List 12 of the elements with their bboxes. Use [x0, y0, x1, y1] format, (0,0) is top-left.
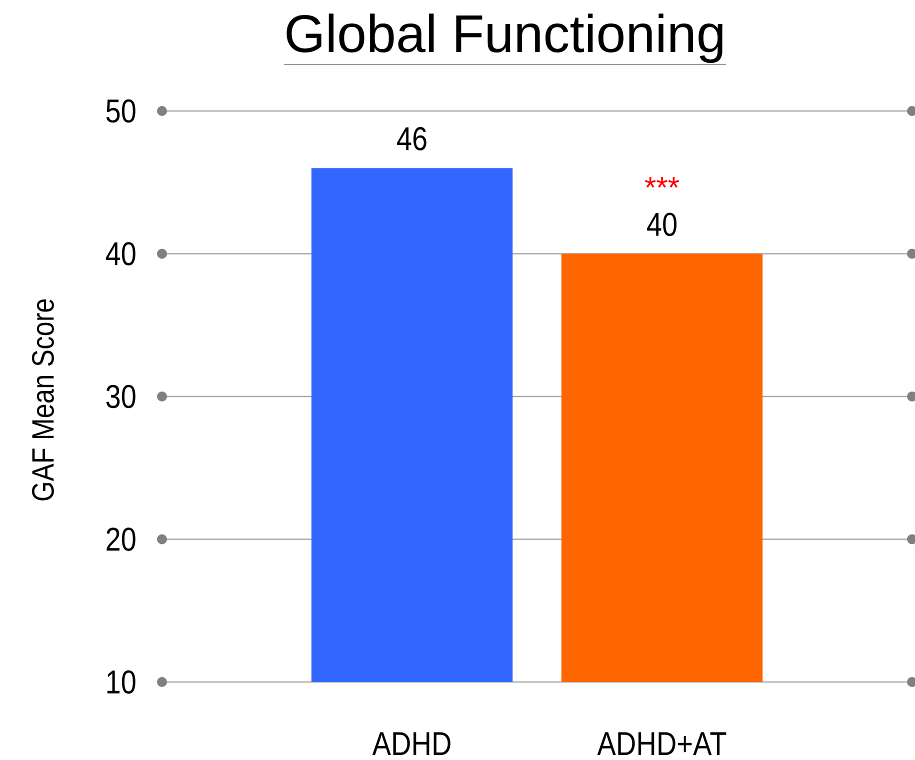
y-tick-label: 30 — [106, 384, 136, 408]
data-label: 40 — [647, 212, 677, 236]
chart-title: Global Functioning — [286, 14, 722, 63]
x-tick-label: ADHD — [372, 732, 450, 756]
data-label: 46 — [397, 127, 426, 150]
annotation: *** — [644, 177, 680, 188]
y-tick-label: 40 — [106, 242, 136, 266]
y-tick-label: 50 — [106, 99, 136, 123]
y-axis-title: GAF Mean Score — [32, 299, 54, 500]
x-tick-label: ADHD+AT — [597, 732, 726, 756]
y-tick-label: 20 — [106, 528, 136, 551]
y-tick-label: 10 — [107, 670, 136, 694]
